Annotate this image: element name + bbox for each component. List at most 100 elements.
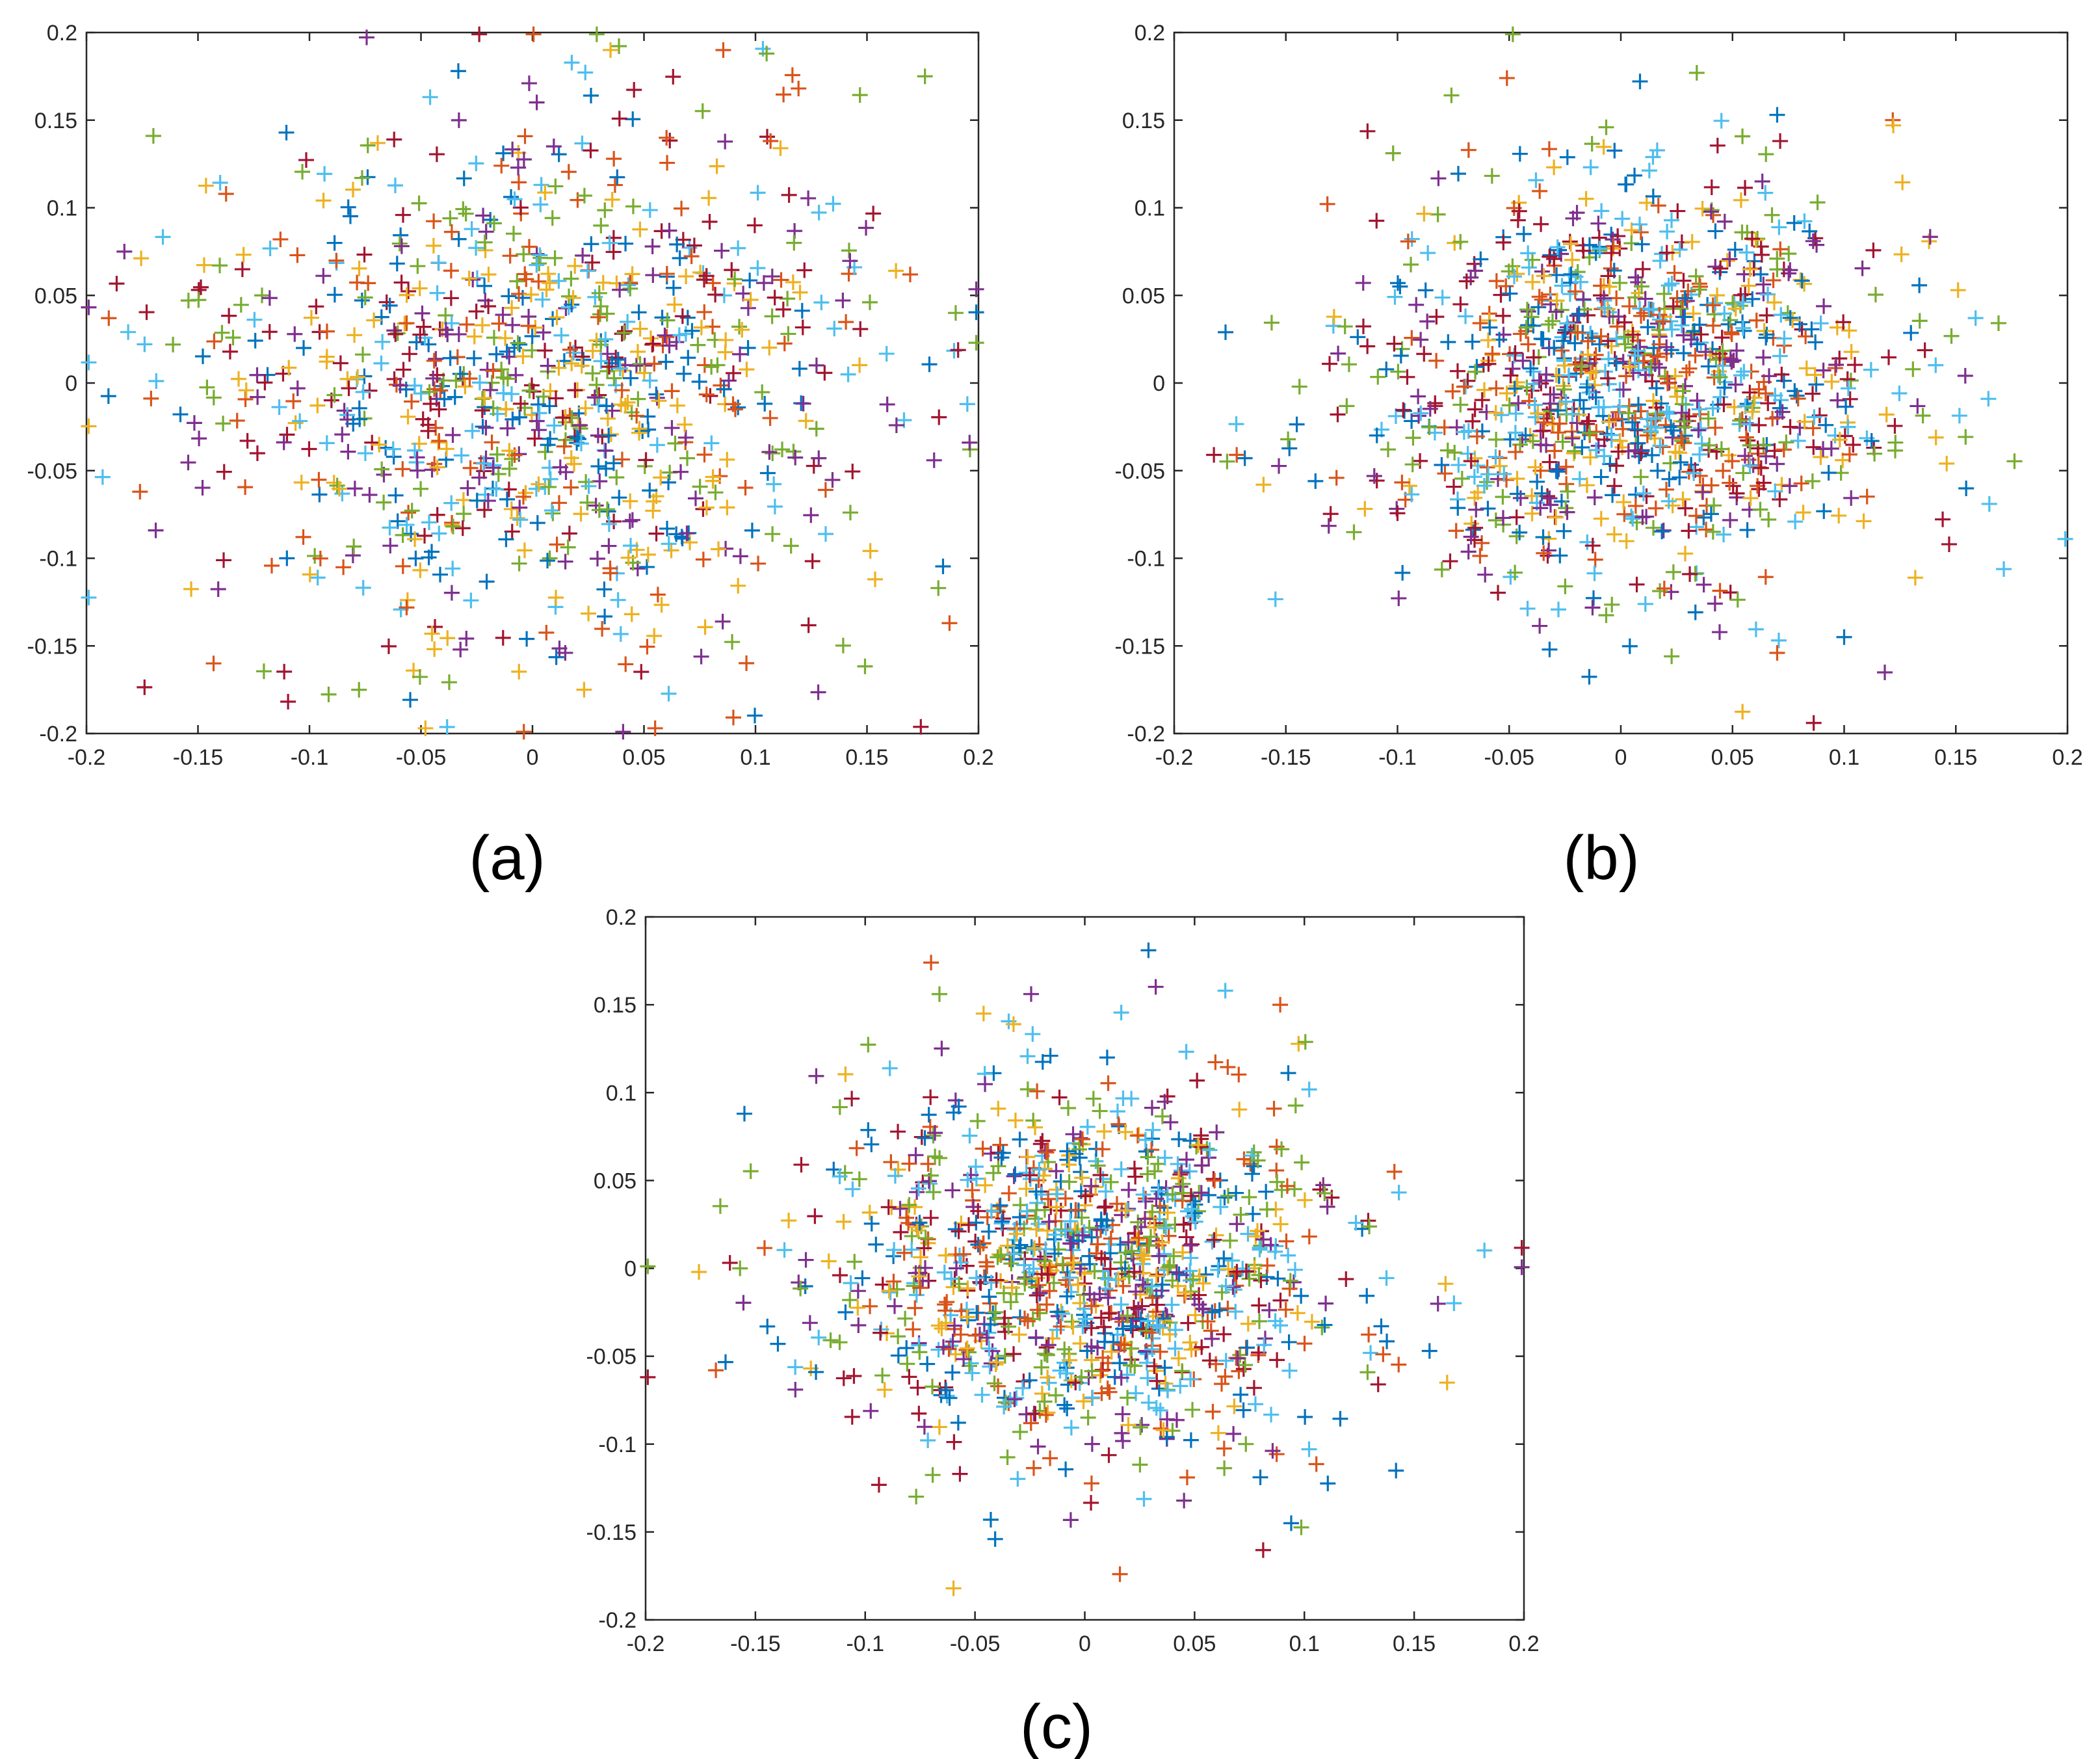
data-point-c	[893, 1224, 909, 1240]
data-point-a	[431, 525, 447, 542]
data-point-a	[501, 460, 518, 477]
data-point-a	[468, 155, 484, 172]
data-point-a	[584, 343, 601, 359]
data-point-a	[484, 434, 500, 451]
data-point-c	[1120, 1417, 1136, 1433]
data-point-c	[1185, 1271, 1201, 1288]
data-point-a	[529, 515, 545, 531]
data-point-a	[620, 394, 636, 410]
data-point-a	[755, 275, 772, 291]
data-point-c	[1102, 1245, 1118, 1262]
data-point-a	[453, 641, 469, 657]
data-point-b	[1928, 357, 1944, 373]
data-point-c	[1029, 1083, 1045, 1100]
data-point-b	[1527, 397, 1543, 413]
data-point-b	[1599, 301, 1616, 317]
data-point-c	[1148, 1191, 1164, 1207]
data-point-b	[1480, 501, 1496, 517]
data-point-a	[412, 326, 428, 343]
data-point-b	[1716, 527, 1732, 543]
data-point-a	[571, 417, 588, 433]
data-point-a	[930, 580, 947, 596]
data-point-c	[1252, 1241, 1268, 1258]
data-point-c	[820, 1253, 837, 1269]
data-point-b	[1495, 489, 1511, 505]
data-point-b	[1634, 236, 1650, 252]
data-point-c	[846, 1368, 862, 1384]
data-point-b	[1507, 564, 1523, 581]
data-point-b	[1488, 273, 1504, 289]
data-point-b	[1581, 425, 1597, 441]
data-point-a	[631, 304, 647, 321]
data-point-a	[527, 319, 544, 336]
data-point-b	[1667, 444, 1683, 460]
data-point-a	[764, 269, 780, 285]
data-point-a	[563, 479, 579, 496]
data-point-c	[793, 1157, 809, 1173]
data-point-a	[346, 538, 362, 555]
x-tick-label: 0.2	[963, 745, 993, 770]
data-point-a	[810, 684, 826, 700]
data-point-b	[1774, 404, 1791, 420]
data-point-b	[1588, 390, 1604, 406]
data-point-c	[1293, 1288, 1309, 1304]
data-point-a	[959, 396, 975, 412]
data-point-b	[1678, 364, 1694, 380]
data-point-b	[1887, 442, 1904, 458]
data-point-c	[1097, 1270, 1113, 1286]
data-point-c	[1096, 1124, 1112, 1140]
data-point-c	[1171, 1266, 1187, 1282]
data-point-b	[1452, 296, 1469, 312]
data-point-a	[645, 267, 661, 284]
data-point-c	[1171, 1131, 1187, 1148]
data-point-a	[386, 131, 402, 148]
data-point-c	[1268, 1446, 1285, 1462]
data-point-a	[527, 430, 543, 447]
data-point-b	[1584, 136, 1600, 152]
data-point-a	[624, 266, 640, 282]
data-point-a	[225, 330, 241, 346]
data-point-b	[1535, 529, 1551, 546]
data-point-c	[1029, 1302, 1045, 1318]
data-point-a	[537, 343, 553, 359]
y-tick-label: 0.2	[1135, 21, 1165, 46]
data-point-b	[1714, 358, 1731, 374]
data-point-a	[523, 286, 539, 302]
data-point-c	[1132, 1457, 1148, 1473]
data-point-a	[716, 381, 732, 397]
data-point-b	[1480, 356, 1497, 372]
data-point-a	[597, 331, 614, 347]
y-tick-label: -0.15	[586, 1520, 637, 1545]
data-point-b	[1863, 362, 1879, 378]
data-point-a	[428, 350, 444, 367]
data-point-c	[1189, 1072, 1205, 1089]
data-point-c	[1201, 1353, 1218, 1369]
data-point-c	[736, 1105, 752, 1122]
data-point-b	[1635, 485, 1651, 501]
data-point-a	[557, 553, 573, 570]
data-point-a	[715, 42, 731, 59]
data-point-b	[1773, 307, 1789, 323]
data-point-b	[1600, 370, 1616, 386]
data-point-a	[215, 416, 231, 432]
data-point-a	[579, 263, 596, 279]
data-point-b	[1757, 569, 1774, 585]
data-point-b	[1735, 465, 1752, 481]
data-point-c	[938, 1315, 954, 1331]
data-point-a	[145, 128, 161, 144]
data-point-b	[1769, 456, 1785, 472]
data-point-a	[674, 200, 690, 217]
data-point-b	[1469, 429, 1485, 445]
data-point-c	[1003, 1294, 1019, 1310]
data-point-c	[876, 1382, 893, 1398]
data-point-a	[186, 415, 202, 431]
data-point-c	[1159, 1308, 1175, 1325]
data-point-b	[1502, 285, 1518, 302]
data-point-a	[551, 146, 567, 163]
data-point-c	[832, 1099, 848, 1115]
data-point-b	[1705, 297, 1721, 313]
data-point-b	[1808, 377, 1824, 393]
data-point-b	[1831, 507, 1847, 523]
data-point-a	[415, 411, 431, 427]
data-point-b	[1504, 360, 1521, 377]
